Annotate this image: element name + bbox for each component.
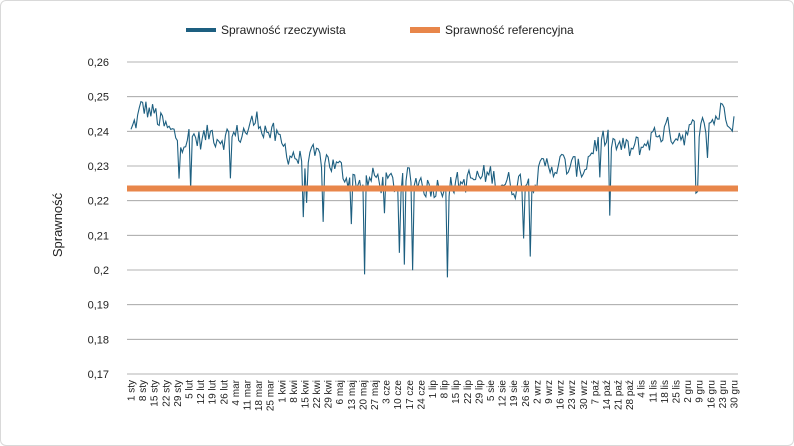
x-tick-label: 26 sie — [521, 380, 532, 407]
x-tick-label: 1 kwi — [277, 380, 288, 403]
x-tick-label: 9 wrz — [544, 380, 555, 404]
x-tick-label: 11 lis — [648, 380, 659, 403]
x-tick-label: 21 paź — [614, 380, 625, 410]
x-tick-label: 17 cze — [405, 380, 416, 410]
x-tick-label: 29 lip — [474, 380, 485, 404]
x-tick-label: 20 maj — [358, 380, 369, 410]
y-tick-label: 0,17 — [88, 369, 109, 381]
x-tick-label: 25 lis — [672, 380, 683, 403]
y-tick-label: 0,23 — [88, 161, 109, 173]
x-tick-label: 27 maj — [370, 380, 381, 410]
y-tick-label: 0,25 — [88, 92, 109, 104]
x-tick-label: 24 cze — [416, 380, 427, 410]
x-tick-label: 14 paź — [602, 380, 613, 410]
x-tick-label: 28 paź — [625, 380, 636, 410]
legend-label-actual: Sprawność rzeczywista — [221, 23, 346, 37]
x-tick-label: 25 mar — [266, 379, 277, 411]
x-tick-label: 29 kwi — [324, 380, 335, 408]
x-tick-label: 12 lut — [196, 380, 207, 405]
x-tick-label: 2 wrz — [532, 380, 543, 404]
x-tick-label: 18 lis — [660, 380, 671, 403]
x-tick-label: 22 kwi — [312, 380, 323, 408]
x-tick-label: 22 lip — [463, 380, 474, 404]
x-tick-label: 2 gru — [683, 380, 694, 403]
x-tick-label: 8 sty — [138, 380, 149, 401]
y-axis-label: Sprawność — [50, 192, 65, 257]
x-tick-label: 26 lut — [219, 380, 230, 405]
y-tick-label: 0,21 — [88, 230, 109, 242]
y-axis-ticks: 0,26 0,25 0,24 0,23 0,22 0,21 0,2 0,19 0,18 0,17 — [88, 57, 109, 381]
x-tick-label: 1 lip — [428, 380, 439, 399]
y-tick-label: 0,24 — [88, 126, 109, 138]
x-tick-label: 30 gru — [730, 380, 741, 408]
x-tick-label: 19 lut — [208, 380, 219, 405]
x-tick-label: 11 mar — [242, 379, 253, 410]
x-tick-label: 10 cze — [393, 380, 404, 410]
legend: Sprawność rzeczywista Sprawność referenc… — [186, 23, 574, 37]
x-tick-label: 1 sty — [127, 380, 138, 401]
y-tick-label: 0,2 — [94, 265, 109, 277]
x-tick-label: 8 kwi — [289, 380, 300, 403]
x-tick-label: 12 sie — [498, 380, 509, 407]
x-tick-label: 9 gru — [695, 380, 706, 403]
x-tick-label: 4 lis — [637, 380, 648, 398]
y-tick-label: 0,22 — [88, 196, 109, 208]
x-tick-label: 16 wrz — [556, 380, 567, 409]
x-axis-ticks: 1 sty 8 sty 15 sty 22 sty 29 sty 5 lut 12 lut 1… — [127, 379, 741, 411]
series-group — [127, 100, 738, 278]
legend-label-reference: Sprawność referencyjna — [445, 23, 574, 37]
x-tick-label: 3 cze — [382, 380, 393, 404]
x-tick-label: 15 kwi — [300, 380, 311, 408]
y-tick-label: 0,26 — [88, 57, 109, 69]
x-tick-label: 23 gru — [718, 380, 729, 408]
x-tick-label: 23 wrz — [567, 380, 578, 409]
x-tick-label: 19 sie — [509, 380, 520, 407]
x-tick-label: 8 lip — [440, 380, 451, 399]
x-tick-label: 22 sty — [161, 380, 172, 407]
x-tick-label: 13 maj — [347, 380, 358, 410]
x-tick-label: 4 mar — [231, 379, 242, 405]
x-tick-label: 18 mar — [254, 379, 265, 411]
x-tick-label: 16 gru — [706, 380, 717, 408]
y-tick-label: 0,19 — [88, 300, 109, 312]
x-tick-label: 6 maj — [335, 380, 346, 404]
x-tick-label: 7 paź — [590, 380, 601, 404]
x-tick-label: 5 sie — [486, 380, 497, 402]
grid-lines — [127, 61, 738, 375]
x-tick-label: 5 lut — [184, 380, 195, 399]
x-tick-label: 15 lip — [451, 380, 462, 404]
y-tick-label: 0,18 — [88, 334, 109, 346]
x-tick-label: 29 sty — [173, 380, 184, 407]
x-tick-label: 15 sty — [150, 380, 161, 407]
x-tick-label: 30 wrz — [579, 380, 590, 409]
